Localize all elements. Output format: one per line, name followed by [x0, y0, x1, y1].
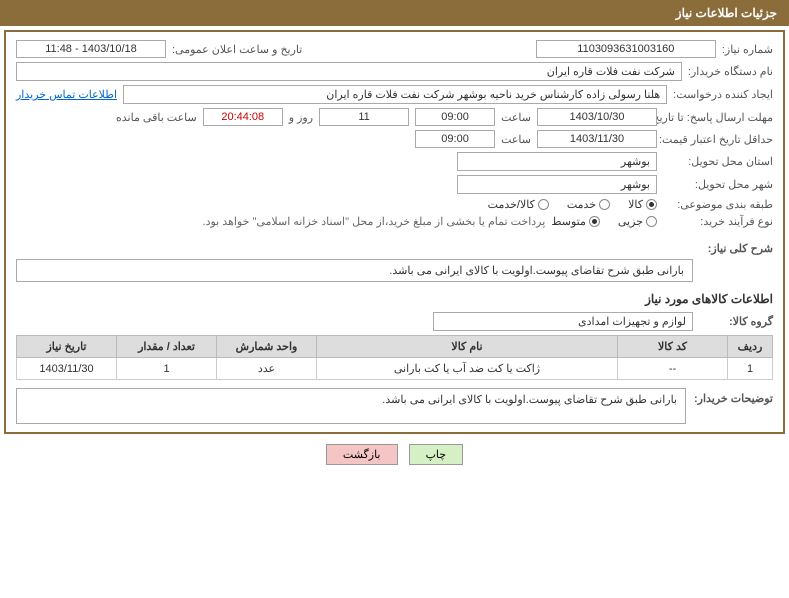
process-label: نوع فرآیند خرید: [663, 215, 773, 228]
org-label: نام دستگاه خریدار: [688, 65, 773, 78]
page-title-bar: جزئیات اطلاعات نیاز [0, 0, 789, 26]
deadline-time: 09:00 [415, 108, 495, 126]
days-remaining: 11 [319, 108, 409, 126]
th-qty: تعداد / مقدار [117, 336, 217, 358]
subject-class-radios: کالا خدمت کالا/خدمت [488, 198, 657, 211]
radio-icon [646, 216, 657, 227]
group-label: گروه کالا: [729, 315, 773, 328]
validity-time-label: ساعت [501, 133, 531, 146]
buyer-notes-label: توضیحات خریدار: [694, 388, 773, 424]
print-button[interactable]: چاپ [409, 444, 464, 465]
cell-date: 1403/11/30 [17, 358, 117, 380]
radio-partial[interactable]: جزیی [618, 215, 657, 228]
process-note: پرداخت تمام یا بخشی از مبلغ خرید،از محل … [203, 215, 546, 228]
process-radios: جزیی متوسط [551, 215, 657, 228]
cell-unit: عدد [217, 358, 317, 380]
deadline-time-label: ساعت [501, 111, 531, 124]
radio-goods[interactable]: کالا [628, 198, 657, 211]
creator-value: هلنا رسولی زاده کارشناس خرید ناحیه بوشهر… [123, 85, 667, 104]
radio-icon [538, 199, 549, 210]
validity-time: 09:00 [415, 130, 495, 148]
goods-info-title: اطلاعات کالاهای مورد نیاز [16, 292, 773, 306]
announce-label: تاریخ و ساعت اعلان عمومی: [172, 43, 302, 56]
page-title: جزئیات اطلاعات نیاز [676, 6, 777, 20]
deadline-label: مهلت ارسال پاسخ: تا تاریخ: [663, 111, 773, 124]
need-number-label: شماره نیاز: [722, 43, 773, 56]
validity-date: 1403/11/30 [537, 130, 657, 148]
countdown: 20:44:08 [203, 108, 283, 126]
countdown-suffix: ساعت باقی مانده [116, 111, 197, 124]
th-code: کد کالا [618, 336, 728, 358]
radio-both[interactable]: کالا/خدمت [488, 198, 549, 211]
cell-row: 1 [728, 358, 773, 380]
contact-link[interactable]: اطلاعات تماس خریدار [16, 88, 117, 101]
main-content: شماره نیاز: 1103093631003160 تاریخ و ساع… [4, 30, 785, 434]
validity-label: حداقل تاریخ اعتبار قیمت: تا تاریخ: [663, 133, 773, 146]
creator-label: ایجاد کننده درخواست: [673, 88, 773, 101]
back-button[interactable]: بازگشت [326, 444, 398, 465]
th-name: نام کالا [317, 336, 618, 358]
table-row: 1 -- ژاکت یا کت ضد آب یا کت بارانی عدد 1… [17, 358, 773, 380]
city-label: شهر محل تحویل: [663, 178, 773, 191]
footer-buttons: چاپ بازگشت [0, 444, 789, 465]
th-row: ردیف [728, 336, 773, 358]
cell-qty: 1 [117, 358, 217, 380]
province-value: بوشهر [457, 152, 657, 171]
overall-desc: بارانی طبق شرح تقاضای پیوست.اولویت با کا… [16, 259, 693, 282]
announce-value: 1403/10/18 - 11:48 [16, 40, 166, 58]
radio-icon [589, 216, 600, 227]
radio-service[interactable]: خدمت [567, 198, 610, 211]
radio-medium[interactable]: متوسط [551, 215, 600, 228]
subject-class-label: طبقه بندی موضوعی: [663, 198, 773, 211]
city-value: بوشهر [457, 175, 657, 194]
th-date: تاریخ نیاز [17, 336, 117, 358]
overall-label: شرح کلی نیاز: [708, 242, 773, 255]
radio-icon [599, 199, 610, 210]
radio-icon [646, 199, 657, 210]
group-value: لوازم و تجهیزات امدادی [433, 312, 693, 331]
need-number-value: 1103093631003160 [536, 40, 716, 58]
cell-code: -- [618, 358, 728, 380]
buyer-notes-text: بارانی طبق شرح تقاضای پیوست.اولویت با کا… [16, 388, 686, 424]
days-suffix: روز و [289, 111, 313, 124]
cell-name: ژاکت یا کت ضد آب یا کت بارانی [317, 358, 618, 380]
org-value: شرکت نفت فلات قاره ایران [16, 62, 682, 81]
th-unit: واحد شمارش [217, 336, 317, 358]
deadline-date: 1403/10/30 [537, 108, 657, 126]
items-table: ردیف کد کالا نام کالا واحد شمارش تعداد /… [16, 335, 773, 380]
province-label: استان محل تحویل: [663, 155, 773, 168]
